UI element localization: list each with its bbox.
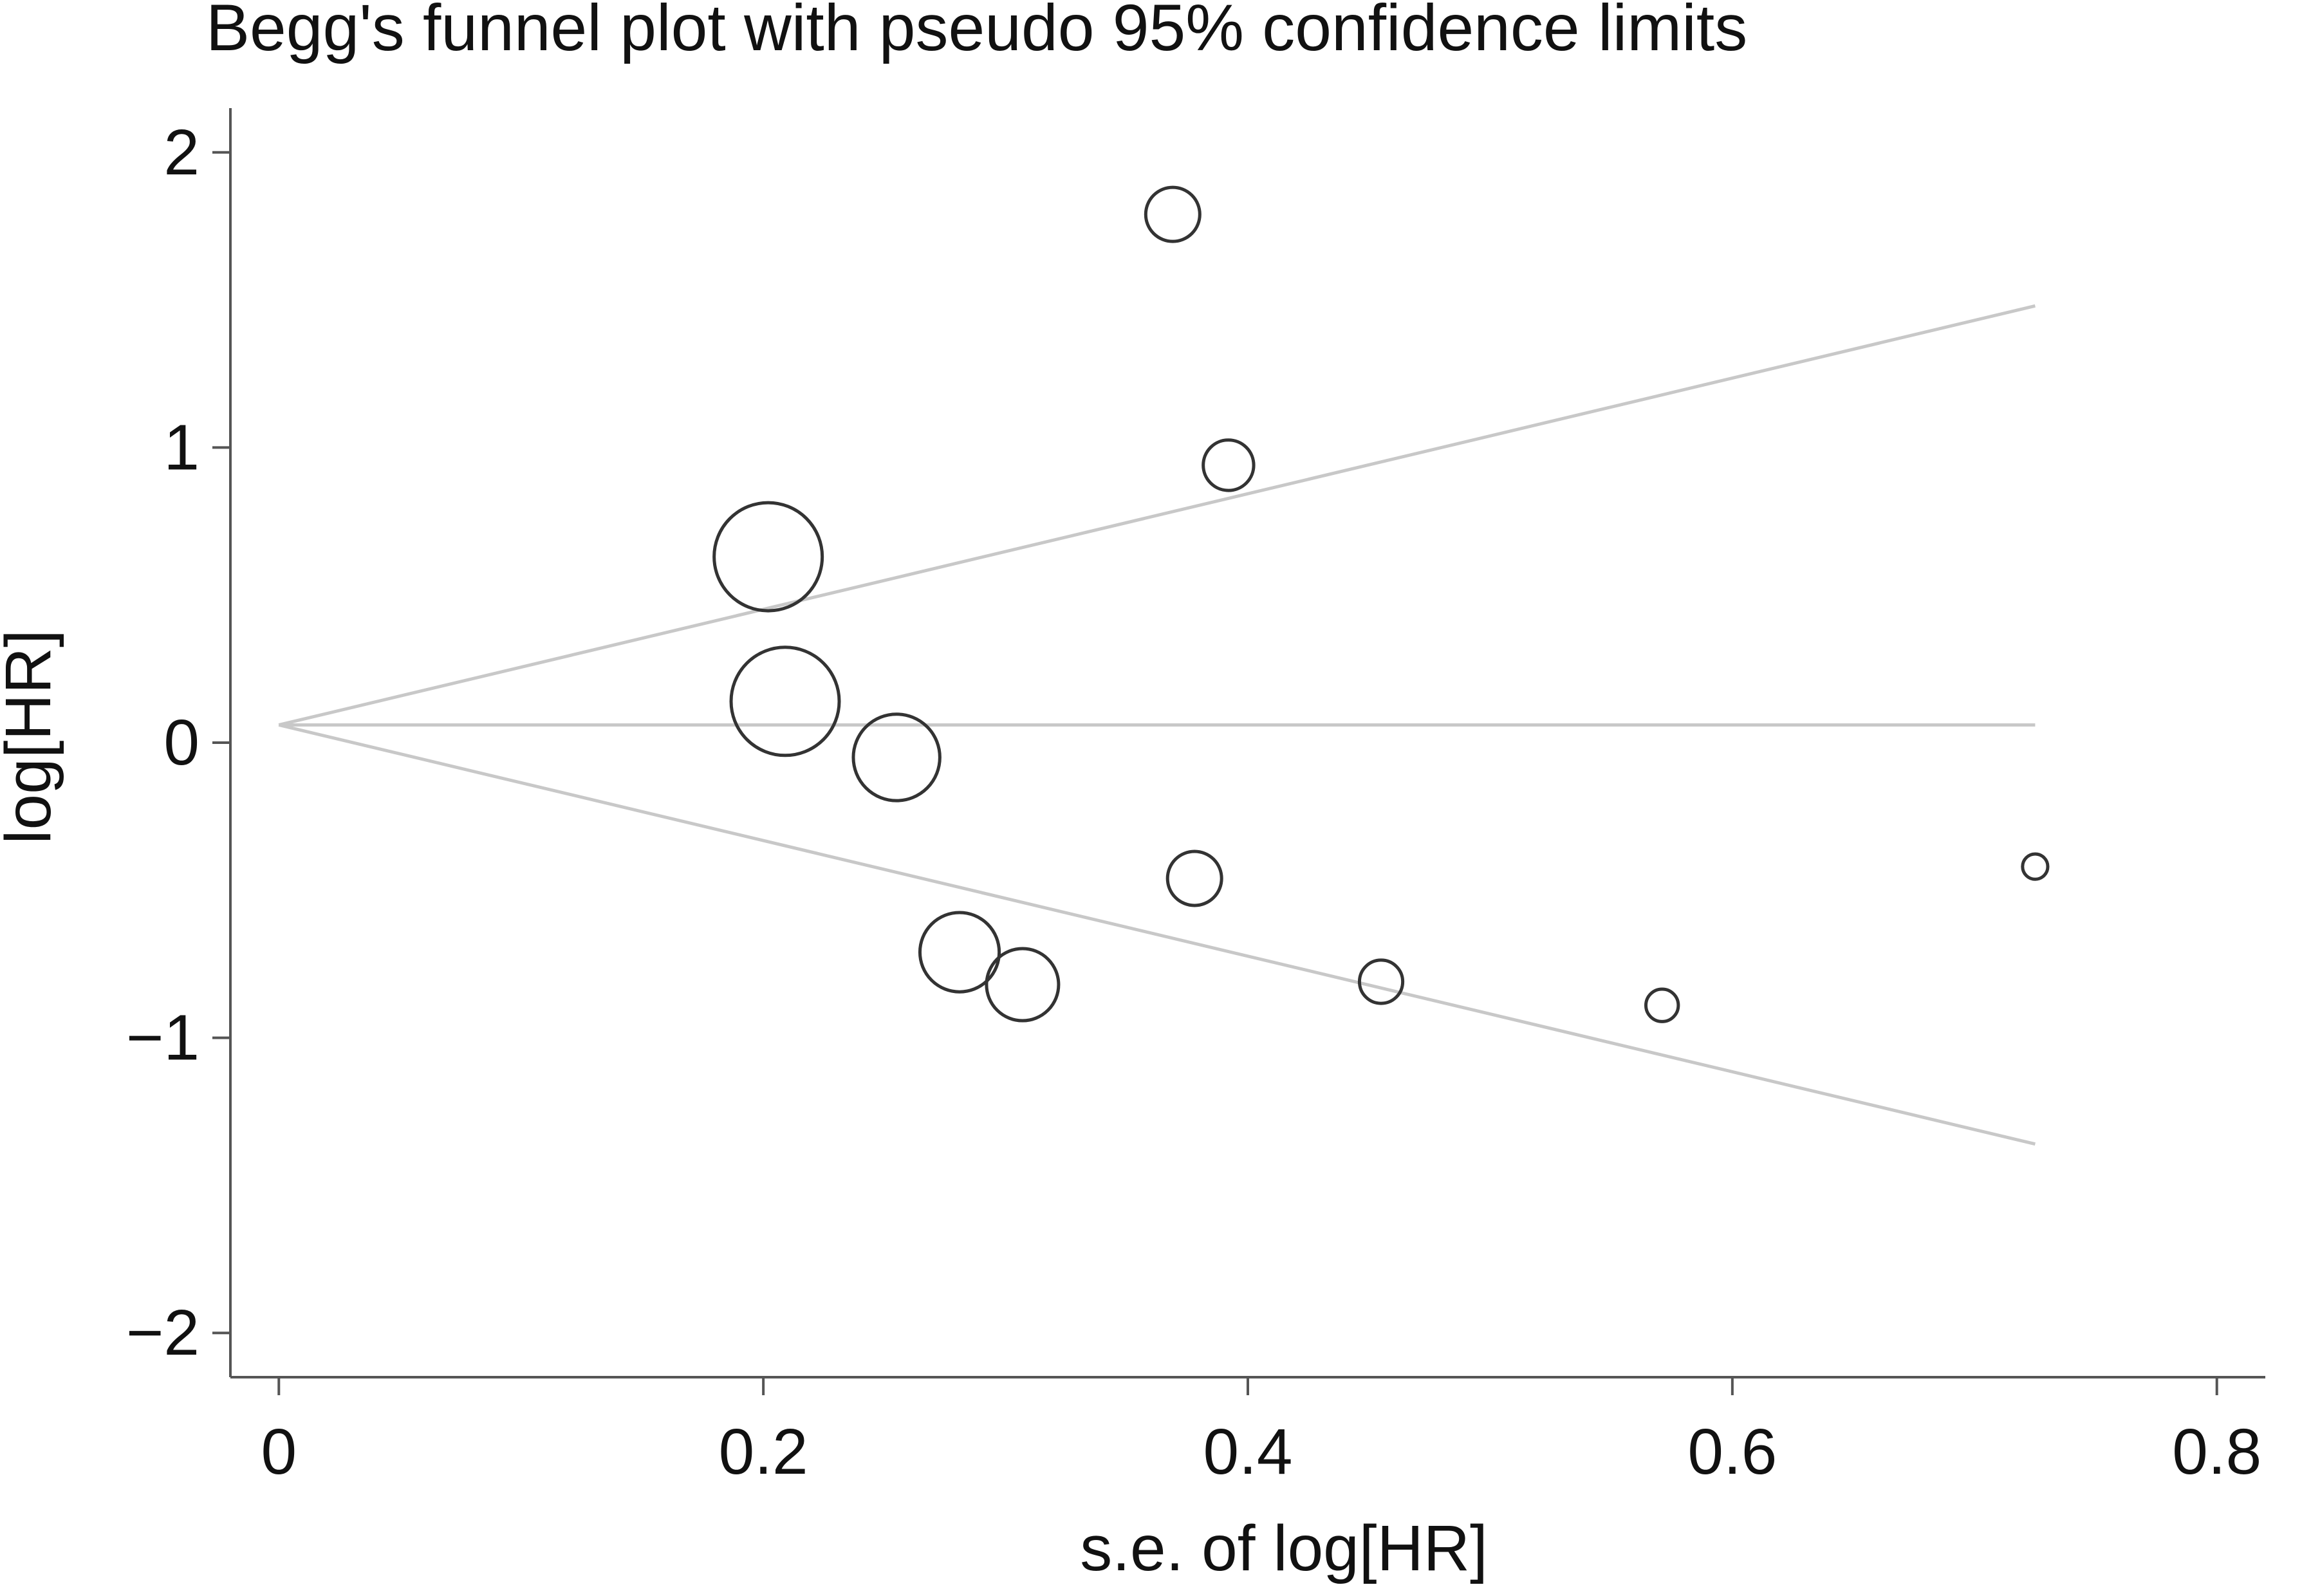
y-tick-label: 0 — [163, 707, 200, 779]
axes — [229, 108, 2265, 1378]
chart-title: Begg's funnel plot with pseudo 95% confi… — [206, 0, 1747, 64]
x-tick-label: 0 — [261, 1416, 297, 1488]
study-point — [918, 911, 1001, 994]
y-tick-label: −2 — [126, 1297, 200, 1369]
study-point — [729, 645, 841, 757]
study-point — [851, 712, 942, 803]
upper-confidence-limit — [278, 304, 2036, 727]
x-tick-label: 0.4 — [1203, 1416, 1292, 1488]
y-tick-label: −1 — [126, 1002, 200, 1074]
study-point — [1202, 438, 1256, 492]
y-axis-label: log[HR] — [0, 629, 64, 844]
study-point — [985, 947, 1061, 1023]
lower-confidence-limit — [278, 723, 2036, 1146]
y-ticks: 2 1 0 −1 −2 — [126, 116, 230, 1369]
study-point — [1144, 185, 1202, 243]
confidence-limits — [278, 304, 2036, 1146]
y-tick-label: 1 — [163, 411, 200, 483]
study-point — [1644, 987, 1680, 1023]
x-ticks: 0 0.2 0.4 0.6 0.8 — [261, 1377, 2261, 1488]
study-point — [712, 501, 824, 613]
study-point — [2021, 852, 2050, 881]
y-tick-label: 2 — [163, 116, 200, 189]
study-point — [1357, 958, 1405, 1005]
x-axis-label: s.e. of log[HR] — [1080, 1512, 1488, 1584]
x-tick-label: 0.8 — [2172, 1416, 2261, 1488]
study-point — [1165, 849, 1223, 907]
x-tick-label: 0.6 — [1687, 1416, 1777, 1488]
study-points — [712, 185, 2050, 1023]
x-tick-label: 0.2 — [719, 1416, 808, 1488]
